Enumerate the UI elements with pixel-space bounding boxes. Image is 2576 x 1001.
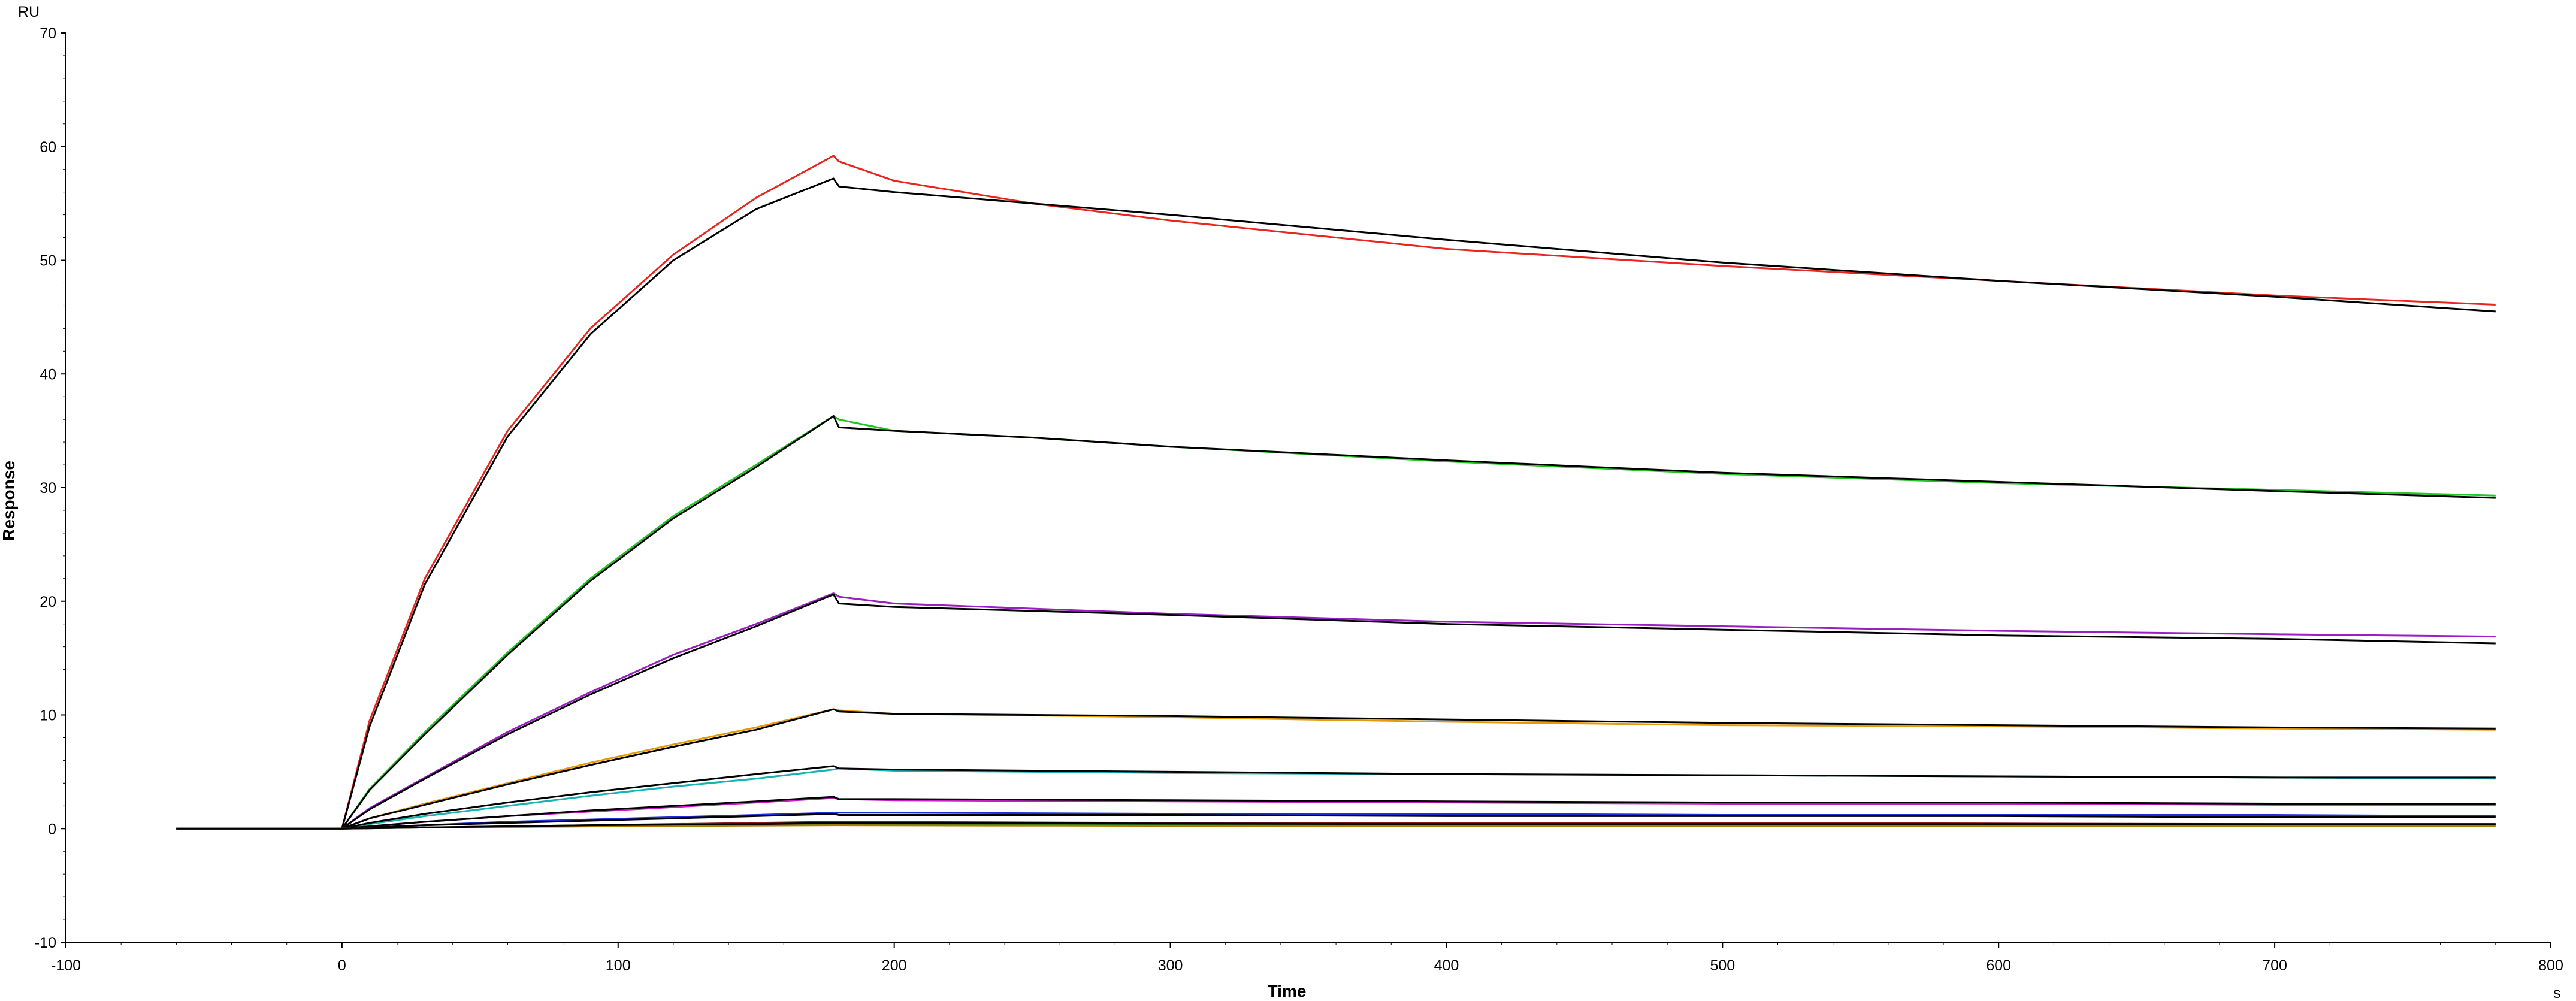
series-line-6	[176, 593, 2496, 830]
x-tick-label: 200	[882, 957, 907, 974]
x-tick-label: 400	[1434, 957, 1459, 974]
x-tick-label: -100	[51, 957, 81, 974]
series-line-3	[176, 415, 2496, 830]
y-tick-label: 10	[40, 707, 56, 724]
y-tick-label: 50	[40, 253, 56, 270]
x-tick-label: 300	[1158, 957, 1183, 974]
y-axis-unit: RU	[18, 4, 40, 20]
series-line-12	[176, 796, 2496, 830]
x-tick-label: 600	[1986, 957, 2011, 974]
series-line-2	[176, 177, 2496, 830]
series-line-1	[176, 155, 2496, 830]
x-axis-title: Time	[1268, 982, 1307, 1000]
y-tick-label: 70	[40, 25, 56, 42]
series-line-18	[176, 822, 2496, 830]
series-line-8	[176, 708, 2496, 830]
y-axis-ticks: -10 0 10 20 30 40 50 60 70	[35, 25, 66, 951]
y-tick-label: -10	[35, 935, 56, 951]
y-axis-title: Response	[0, 461, 18, 541]
x-tick-label: 700	[2262, 957, 2287, 974]
series-line-10	[176, 765, 2496, 830]
x-axis-unit: s	[2553, 985, 2561, 1001]
y-tick-label: 60	[40, 139, 56, 156]
series-line-4	[176, 415, 2496, 830]
x-tick-label: 0	[338, 957, 346, 974]
y-tick-label: 20	[40, 594, 56, 610]
x-tick-label: 100	[606, 957, 631, 974]
y-tick-label: 30	[40, 480, 56, 497]
y-tick-label: 40	[40, 366, 56, 383]
x-axis-ticks: -100 0 100 200 300 400 500 600 700 800	[51, 942, 2563, 974]
x-tick-label: 800	[2538, 957, 2563, 974]
series-layer	[176, 155, 2496, 830]
series-line-14	[176, 813, 2496, 830]
x-tick-label: 500	[1710, 957, 1735, 974]
series-line-5	[176, 592, 2496, 830]
y-tick-label: 0	[48, 821, 56, 837]
